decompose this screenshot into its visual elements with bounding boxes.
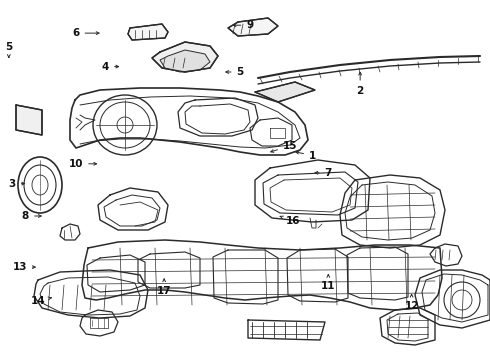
- Polygon shape: [255, 82, 315, 102]
- Text: 15: 15: [271, 141, 297, 152]
- Text: 12: 12: [404, 294, 419, 311]
- Polygon shape: [152, 42, 218, 72]
- Polygon shape: [16, 105, 42, 135]
- Text: 3: 3: [9, 179, 24, 189]
- Text: 11: 11: [321, 275, 336, 291]
- Text: 13: 13: [12, 262, 35, 272]
- Text: 1: 1: [296, 150, 316, 161]
- Text: 17: 17: [157, 279, 172, 296]
- Text: 5: 5: [226, 67, 244, 77]
- Text: 9: 9: [233, 20, 253, 30]
- Text: 2: 2: [357, 72, 364, 96]
- Text: 10: 10: [69, 159, 97, 169]
- Text: 4: 4: [101, 62, 119, 72]
- Text: 14: 14: [31, 296, 51, 306]
- Text: 6: 6: [73, 28, 99, 38]
- Text: 5: 5: [5, 42, 12, 58]
- Text: 16: 16: [280, 216, 300, 226]
- Polygon shape: [160, 50, 210, 72]
- Polygon shape: [128, 24, 168, 40]
- Text: 8: 8: [22, 211, 41, 221]
- Polygon shape: [228, 18, 278, 36]
- Text: 7: 7: [315, 168, 332, 178]
